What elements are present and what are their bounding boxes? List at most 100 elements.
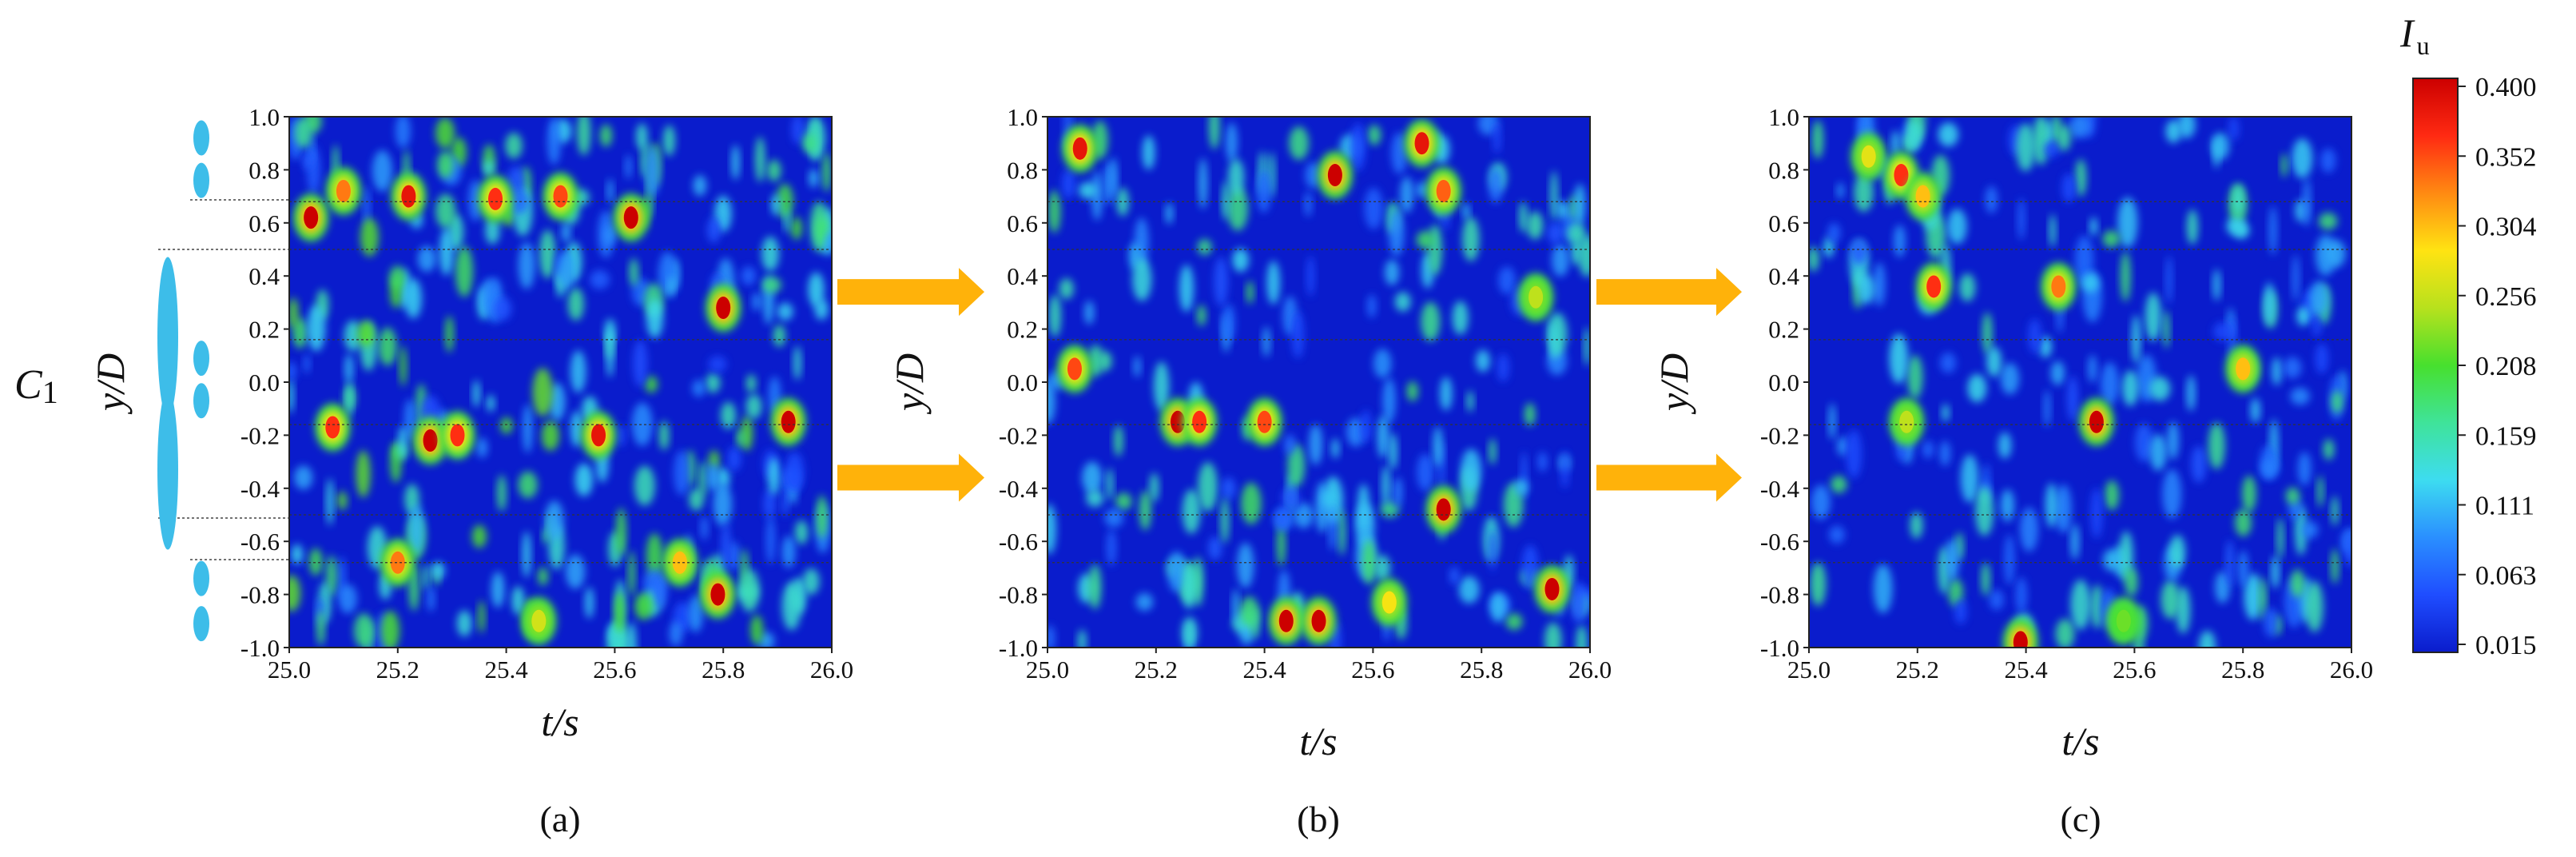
intensity-blob (353, 613, 374, 648)
intensity-blob (2186, 375, 2196, 412)
intensity-blob (1086, 489, 1104, 508)
intensity-blob (1276, 522, 1286, 568)
intensity-blob (1287, 444, 1306, 488)
intensity-blob (1167, 551, 1187, 592)
intensity-blob (2232, 185, 2244, 216)
intensity-blob (2309, 281, 2328, 316)
intensity-blob (2089, 217, 2098, 237)
intensity-blob (1415, 181, 1429, 198)
y-tick-label: -0.2 (241, 421, 280, 449)
intensity-blob (1421, 301, 1441, 341)
intensity-blob (590, 269, 610, 289)
intensity-blob (1889, 333, 1909, 384)
x-tick-label: 25.2 (1135, 656, 1178, 684)
intensity-blob (380, 610, 400, 648)
intensity-blob (2120, 251, 2131, 302)
intensity-blob (2044, 141, 2061, 158)
intensity-blob (745, 394, 762, 419)
intensity-blob (727, 446, 741, 472)
panel-label-c: (c) (2060, 799, 2101, 839)
x-axis-label-text: t/s (541, 700, 578, 744)
intensity-blob (494, 297, 512, 321)
intensity-blob (2290, 568, 2304, 598)
intensity-blob (2199, 630, 2216, 648)
intensity-blob (2122, 369, 2139, 407)
intensity-blob (2177, 117, 2196, 138)
intensity-peak (336, 179, 351, 202)
y-tick-label: 0.8 (248, 156, 280, 184)
intensity-blob (1197, 238, 1212, 256)
intensity-blob (2323, 439, 2335, 460)
intensity-blob (1208, 536, 1222, 560)
intensity-blob (1910, 512, 1923, 539)
intensity-blob (1289, 126, 1310, 161)
intensity-blob (1047, 625, 1055, 648)
intensity-blob (357, 320, 375, 347)
intensity-blob (1225, 122, 1238, 162)
intensity-blob (821, 152, 832, 193)
intensity-blob (617, 424, 626, 447)
intensity-blob (1199, 157, 1208, 209)
intensity-blob (728, 541, 740, 571)
intensity-blob (1393, 476, 1403, 508)
intensity-blob (1198, 462, 1218, 512)
intensity-blob (1116, 187, 1129, 217)
heatmap-panel-b: 25.0 25.2 25.4 25.6 25.8 26.0 -1.0 -0.8 -0.6 -0.… (887, 103, 1612, 839)
intensity-blob (1373, 555, 1391, 581)
intensity-blob (1489, 438, 1497, 465)
intensity-blob (755, 137, 765, 182)
intensity-blob (1894, 225, 1906, 258)
intensity-blob (2027, 318, 2042, 354)
intensity-blob (1428, 224, 1443, 276)
intensity-blob (689, 488, 704, 511)
intensity-blob (326, 555, 337, 597)
x-tick-label: 25.6 (593, 656, 636, 684)
intensity-blob (545, 500, 564, 540)
intensity-blob (346, 381, 353, 418)
intensity-blob (303, 353, 311, 374)
y-tick-label: -0.6 (999, 528, 1038, 556)
intensity-blob (509, 189, 530, 214)
intensity-blob (2001, 362, 2020, 395)
intensity-blob (456, 610, 472, 637)
intensity-blob (2066, 376, 2078, 421)
intensity-peak (1257, 410, 1272, 433)
intensity-blob (2145, 292, 2161, 341)
intensity-blob (629, 258, 639, 287)
intensity-blob (289, 575, 301, 612)
intensity-blob (625, 154, 632, 180)
intensity-blob (518, 471, 538, 499)
intensity-blob (633, 340, 648, 387)
y-tick-labels: -1.0 -0.8 -0.6 -0.4 -0.2 0.0 0.2 0.4 0.6 0.8 1.0 (999, 103, 1047, 662)
intensity-blob (1251, 607, 1260, 640)
intensity-blob (1809, 246, 1819, 272)
intensity-blob (1830, 475, 1847, 493)
intensity-blob (783, 208, 790, 233)
intensity-blob (478, 600, 486, 634)
intensity-blob (2317, 476, 2324, 508)
intensity-blob (291, 544, 304, 565)
colorbar-tick-label: 0.159 (2475, 421, 2537, 451)
intensity-blob (2285, 487, 2300, 505)
intensity-blob (497, 474, 507, 512)
intensity-blob (2055, 619, 2075, 648)
intensity-blob (1366, 294, 1377, 318)
intensity-peak (623, 206, 638, 229)
intensity-blob (2016, 123, 2035, 172)
intensity-blob (1942, 404, 1950, 422)
intensity-blob (1462, 217, 1480, 261)
intensity-blob (1304, 191, 1313, 217)
intensity-blob (1115, 492, 1132, 511)
intensity-blob (1811, 484, 1831, 520)
y-tick-label: -1.0 (1760, 634, 1799, 662)
intensity-peak (553, 185, 568, 208)
intensity-blob (363, 185, 370, 229)
intensity-peak (325, 416, 340, 439)
intensity-blob (1222, 303, 1235, 343)
intensity-blob (1227, 185, 1249, 231)
intensity-blob (788, 487, 797, 504)
intensity-blob (614, 592, 625, 633)
intensity-blob (1557, 200, 1569, 220)
intensity-blob (570, 411, 583, 448)
intensity-blob (1149, 472, 1159, 503)
